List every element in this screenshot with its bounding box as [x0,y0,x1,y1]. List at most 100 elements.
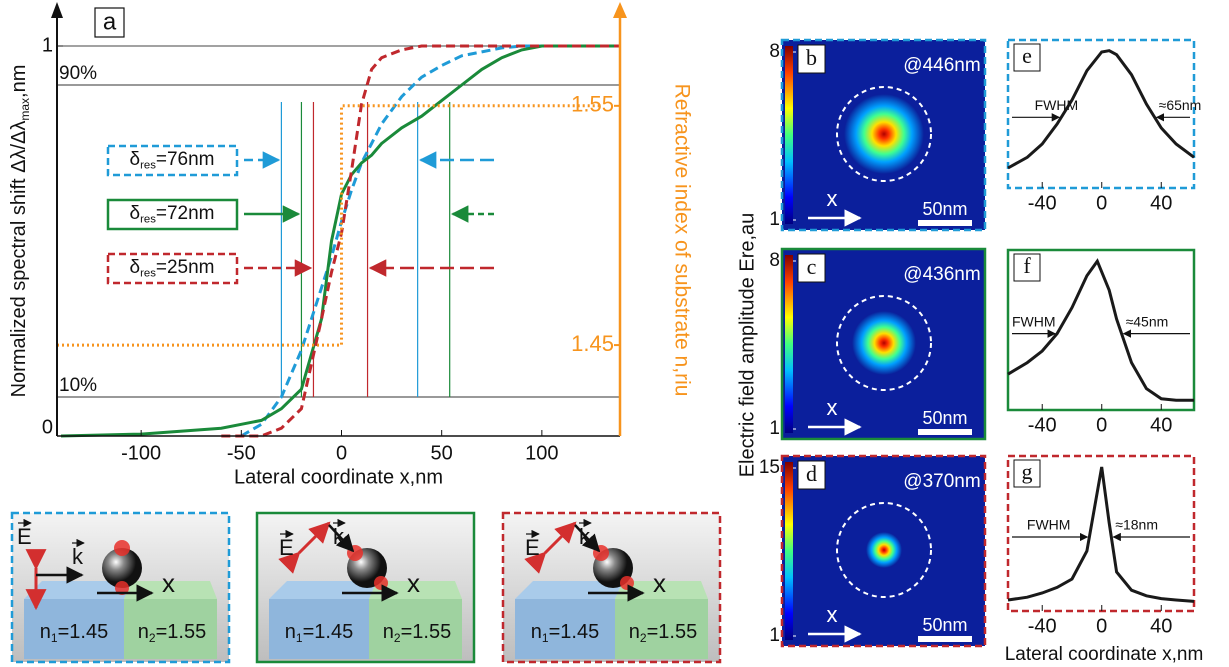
x-tick-label: 40 [1150,414,1172,436]
x-tick-label: 0 [1096,615,1107,637]
k-label: k [579,524,591,549]
x-tick-label: -50 [227,442,256,464]
e-label: E [279,535,294,560]
field-spot [866,532,902,568]
scale-label: 50nm [922,199,967,219]
wavelength-label: @370nm [903,471,980,492]
y-axis-label-rest: ,nm [8,65,30,98]
panel-letter: c [807,254,817,279]
fwhm-label: FWHM [1027,517,1071,533]
right-y-label: Electric field amplitude Ere,au [736,213,758,478]
x-tick-label: -40 [1028,615,1057,637]
n2-label-main: n [629,621,640,643]
panel-letter: e [1022,43,1032,68]
legend-label-sub: res [140,160,156,172]
y-axis-arrow [51,2,63,18]
n2-label-main: n [138,621,149,643]
field-spot [844,94,924,174]
e-label: E [525,535,540,560]
x-axis-label: Lateral coordinate x,nm [234,466,443,488]
n2-label-rest: =1.55 [647,621,698,643]
n2-label: n2=1.55 [629,621,697,645]
n1-label-rest: =1.45 [303,621,354,643]
legend-label-main: δ [129,149,140,170]
x-tick-label: 0 [336,442,347,464]
x-tick-label: 50 [431,442,453,464]
legend-label-sub: res [140,268,156,280]
fwhm-label: FWHM [1012,313,1056,329]
wavelength-label: @436nm [903,264,980,285]
scale-label: 50nm [922,408,967,428]
n1-label-rest: =1.45 [58,621,109,643]
n2-label: n2=1.55 [383,621,451,645]
x-tick-label: -40 [1028,414,1057,436]
y-axis-label-sub: max [18,98,32,121]
hotspot [620,576,634,590]
x-tick-label: 0 [1096,414,1107,436]
legend-label-sub: res [140,214,156,226]
panel-letter: b [806,45,817,70]
legend-label-rest: =25nm [156,257,215,278]
hotspot [374,576,388,590]
legend-label-main: δ [129,203,140,224]
right-x-label: Lateral coordinate x,nm [1005,644,1204,665]
k-label: k [333,524,345,549]
colorbar-tick-label: 1 [769,625,780,646]
colorbar [785,255,793,433]
y2-tick-label: 1.55 [571,92,614,117]
scale-label: 50nm [922,615,967,635]
x-tick-label: -100 [121,442,161,464]
y2-axis-arrow [613,2,627,18]
panel-letter: g [1022,459,1033,484]
n2-label: n2=1.55 [138,621,206,645]
x-label: x [162,568,175,598]
axis-name: x [827,602,838,627]
legend-label-rest: =76nm [156,149,215,170]
panel-letter: d [806,461,817,486]
panel-letter: f [1023,253,1031,278]
n1-label: n1=1.45 [285,621,353,645]
n1-label-main: n [40,621,51,643]
hotspot [114,540,130,556]
x-tick-label: -40 [1028,192,1057,214]
figure: 90%10%-100-50050100011.451.55Lateral coo… [0,0,1229,667]
y-tick-label: 1 [42,34,53,56]
n2-label-rest: =1.55 [401,621,452,643]
n1-label: n1=1.45 [531,621,599,645]
colorbar [785,462,793,640]
y2-tick-label: 1.45 [571,331,614,356]
colorbar-tick-label: 8 [769,250,780,271]
field-spot [852,311,916,375]
series-line [61,46,620,436]
fwhm-value: ≈18nm [1115,517,1158,533]
n1-label: n1=1.45 [40,621,108,645]
scale-bar [918,220,972,226]
fwhm-value: ≈65nm [1159,97,1202,113]
n1-label-rest: =1.45 [549,621,600,643]
fwhm-label: FWHM [1035,97,1079,113]
colorbar [785,46,793,224]
wavelength-label: @446nm [903,55,980,76]
x-tick-label: 0 [1096,192,1107,214]
n2-label-rest: =1.55 [156,621,207,643]
y2-axis-label: Refractive index of substrate n,riu [670,84,693,397]
colorbar-tick-label: 8 [769,41,780,62]
level-label: 10% [59,375,97,396]
x-label: x [407,568,420,598]
e-label: E [17,524,32,549]
scale-bar [918,636,972,642]
colorbar-tick-label: 1 [769,418,780,439]
colorbar-tick-label: 1 [769,209,780,230]
legend-label-rest: =72nm [156,203,215,224]
panel-letter: a [103,8,117,35]
legend-label-main: δ [129,257,140,278]
axis-name: x [827,186,838,211]
y-axis-label: Normalized spectral shift Δλ/Δλmax,nm [8,65,32,398]
fwhm-value: ≈45nm [1126,313,1169,329]
n1-label-main: n [531,621,542,643]
colorbar-tick-label: 15 [759,457,780,478]
n1-label-main: n [285,621,296,643]
k-label: k [72,544,84,569]
x-tick-label: 100 [525,442,558,464]
y-tick-label: 0 [42,416,53,438]
